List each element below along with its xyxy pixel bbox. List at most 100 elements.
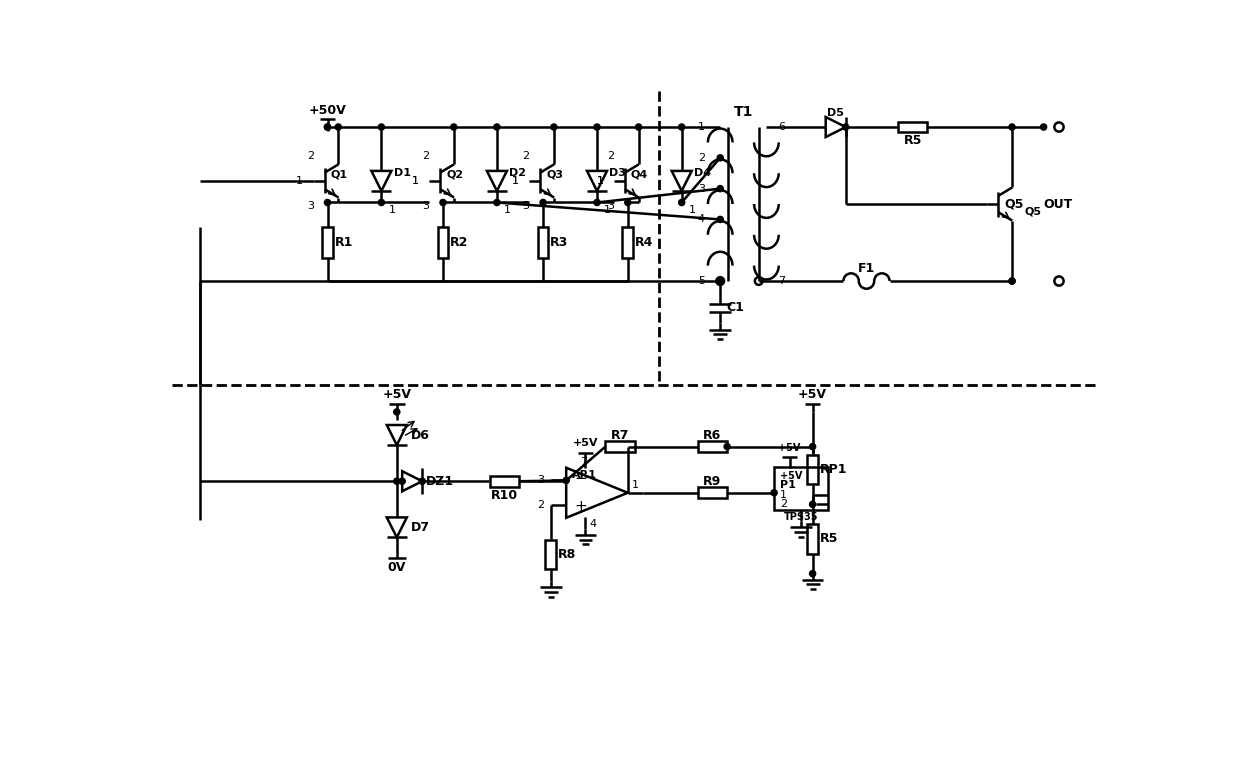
- Text: 2: 2: [698, 153, 704, 163]
- Text: 7: 7: [777, 276, 785, 286]
- Circle shape: [717, 278, 723, 284]
- Text: DZ1: DZ1: [427, 475, 454, 488]
- Bar: [538, 227, 548, 258]
- Text: 1: 1: [596, 176, 604, 186]
- Text: R10: R10: [491, 488, 518, 502]
- Text: 3: 3: [523, 201, 529, 210]
- Text: Q2: Q2: [446, 170, 464, 179]
- Circle shape: [494, 199, 500, 206]
- Text: 2: 2: [537, 500, 544, 510]
- Text: 3: 3: [698, 184, 704, 194]
- Bar: [698, 441, 727, 452]
- Circle shape: [810, 571, 816, 577]
- Circle shape: [717, 185, 723, 192]
- Circle shape: [563, 478, 569, 484]
- Text: Q1: Q1: [331, 170, 347, 179]
- Text: Q5: Q5: [1004, 198, 1024, 210]
- Text: 0V: 0V: [388, 561, 405, 574]
- Bar: [438, 227, 449, 258]
- Text: 3: 3: [538, 475, 544, 485]
- Text: T1: T1: [734, 104, 753, 119]
- Text: 4: 4: [589, 519, 596, 528]
- Text: 1: 1: [631, 480, 639, 490]
- Text: +5V: +5V: [573, 438, 598, 448]
- Text: 2: 2: [608, 151, 615, 161]
- Text: 1: 1: [698, 122, 704, 132]
- Circle shape: [594, 199, 600, 206]
- Text: D3: D3: [609, 168, 626, 178]
- Circle shape: [551, 124, 557, 130]
- Circle shape: [810, 444, 816, 450]
- Bar: [698, 488, 727, 498]
- Text: D2: D2: [510, 168, 526, 178]
- Text: Q5: Q5: [1024, 207, 1042, 217]
- Text: R5: R5: [904, 135, 921, 148]
- Circle shape: [394, 409, 399, 415]
- Text: D1: D1: [394, 168, 410, 178]
- Text: R7: R7: [611, 428, 629, 441]
- Text: F1: F1: [858, 262, 875, 276]
- Text: 3: 3: [308, 201, 314, 210]
- Bar: [774, 467, 828, 509]
- Text: 1: 1: [296, 176, 304, 186]
- Text: R3: R3: [551, 236, 568, 249]
- Circle shape: [724, 444, 730, 450]
- Text: 5: 5: [698, 276, 704, 286]
- Text: 1: 1: [412, 176, 419, 186]
- Circle shape: [717, 154, 723, 161]
- Bar: [807, 525, 818, 553]
- Circle shape: [810, 501, 816, 507]
- Circle shape: [378, 124, 384, 130]
- Circle shape: [678, 199, 684, 206]
- Text: 1: 1: [505, 205, 511, 215]
- Bar: [622, 227, 634, 258]
- Text: 1: 1: [512, 176, 518, 186]
- Circle shape: [378, 199, 384, 206]
- Text: 1: 1: [780, 490, 787, 500]
- Circle shape: [635, 124, 641, 130]
- Circle shape: [1040, 124, 1047, 130]
- Text: R2: R2: [450, 236, 469, 249]
- Bar: [322, 227, 332, 258]
- Text: R6: R6: [703, 428, 722, 441]
- Text: OUT: OUT: [1044, 198, 1073, 210]
- Bar: [807, 455, 818, 484]
- Text: AR1: AR1: [573, 470, 598, 481]
- Circle shape: [335, 124, 341, 130]
- Text: TPS35: TPS35: [784, 512, 818, 522]
- Text: +: +: [574, 500, 587, 514]
- Text: 2: 2: [423, 151, 429, 161]
- Text: 3: 3: [423, 201, 429, 210]
- Text: +5V: +5V: [799, 388, 827, 401]
- Circle shape: [450, 124, 456, 130]
- Text: 1: 1: [596, 176, 604, 186]
- Text: Q3: Q3: [546, 170, 563, 179]
- Text: R4: R4: [635, 236, 653, 249]
- Text: 6: 6: [777, 122, 785, 132]
- Text: 2: 2: [780, 500, 787, 509]
- Text: 7: 7: [580, 457, 588, 467]
- Circle shape: [325, 124, 331, 130]
- Circle shape: [1009, 124, 1016, 130]
- Circle shape: [440, 199, 446, 206]
- Circle shape: [539, 199, 546, 206]
- Text: Q4: Q4: [631, 170, 649, 179]
- Bar: [490, 476, 520, 487]
- Circle shape: [771, 490, 777, 496]
- Text: RP1: RP1: [820, 463, 847, 476]
- Circle shape: [843, 124, 849, 130]
- Text: D4: D4: [694, 168, 712, 178]
- Text: D7: D7: [410, 521, 429, 534]
- Circle shape: [399, 478, 405, 484]
- Bar: [546, 540, 557, 569]
- Text: R1: R1: [335, 236, 353, 249]
- Circle shape: [419, 478, 425, 484]
- Text: R9: R9: [703, 475, 722, 488]
- Text: +50V: +50V: [309, 104, 346, 117]
- Circle shape: [394, 478, 399, 484]
- Circle shape: [494, 124, 500, 130]
- Circle shape: [1009, 278, 1016, 284]
- Text: 1: 1: [689, 205, 696, 215]
- Text: D6: D6: [410, 428, 429, 441]
- Text: P1: P1: [780, 480, 796, 490]
